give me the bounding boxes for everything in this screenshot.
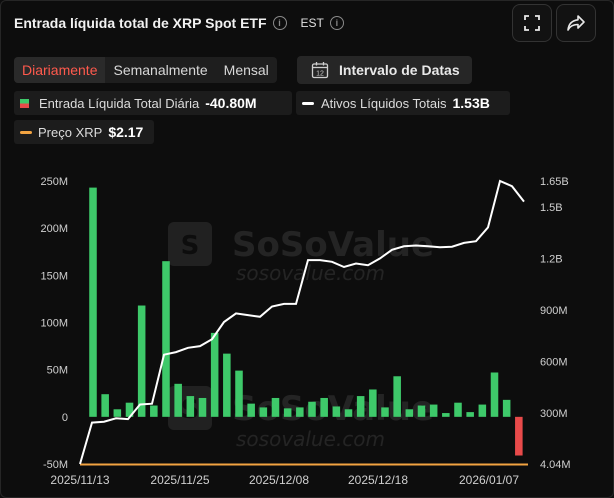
- left-tick-label: 150M: [40, 270, 68, 282]
- inflow-bar[interactable]: [137, 305, 146, 417]
- left-tick-label: 0: [62, 412, 68, 424]
- inflow-bar[interactable]: [417, 405, 426, 417]
- period-tabs: Diariamente Semanalmente Mensal: [14, 57, 277, 83]
- x-tick-label: 2026/01/07: [459, 473, 519, 487]
- inflow-bar[interactable]: [101, 394, 109, 417]
- left-tick-label: -50M: [43, 459, 68, 471]
- inflow-bar[interactable]: [344, 409, 353, 417]
- x-tick-label: 2025/12/18: [348, 473, 408, 487]
- inflow-bar[interactable]: [466, 412, 474, 417]
- timezone-info-icon[interactable]: i: [329, 16, 344, 30]
- inflow-bar[interactable]: [381, 407, 389, 417]
- inflow-bar[interactable]: [271, 397, 280, 417]
- inflow-bar[interactable]: [259, 407, 268, 417]
- left-tick-label: 50M: [47, 365, 68, 377]
- inflow-bar[interactable]: [89, 187, 97, 417]
- legend-price-label: Preço XRP: [38, 124, 103, 140]
- date-range-label: Intervalo de Datas: [339, 62, 460, 78]
- title-row: Entrada líquida total de XRP Spot ETF i …: [14, 12, 344, 34]
- inflow-bar[interactable]: [515, 416, 523, 456]
- right-tick-label: 300M: [540, 408, 568, 420]
- share-icon: [567, 15, 585, 31]
- legend-assets-label: Ativos Líquidos Totais: [321, 95, 447, 111]
- inflow-bar[interactable]: [308, 401, 316, 417]
- timezone-label: EST: [300, 16, 324, 30]
- inflow-bar[interactable]: [332, 406, 341, 417]
- inflow-bar[interactable]: [429, 404, 438, 417]
- legend-inflow[interactable]: Entrada Líquida Total Diária -40.80M: [14, 91, 292, 115]
- inflow-bar[interactable]: [210, 332, 219, 417]
- inflow-bar[interactable]: [198, 397, 207, 417]
- watermark-brand-top: SoSoValue: [232, 225, 434, 265]
- inflow-bar[interactable]: [162, 261, 170, 417]
- svg-text:S: S: [181, 231, 200, 261]
- inflow-bar[interactable]: [356, 396, 365, 417]
- right-tick-label: 1.2B: [540, 253, 563, 265]
- inflow-bar[interactable]: [113, 409, 122, 417]
- legend-assets-swatch: [302, 101, 314, 105]
- legend-assets-value: 1.53B: [452, 95, 490, 111]
- inflow-bar[interactable]: [478, 404, 487, 417]
- inflow-bar[interactable]: [442, 413, 450, 417]
- legend-price-swatch: [20, 130, 32, 134]
- x-tick-label: 2025/11/13: [50, 473, 109, 487]
- share-button[interactable]: [556, 4, 596, 42]
- inflow-bar[interactable]: [320, 397, 328, 417]
- page-title: Entrada líquida total de XRP Spot ETF: [14, 15, 267, 31]
- inflow-bar[interactable]: [174, 383, 182, 417]
- left-tick-label: 200M: [40, 223, 68, 235]
- left-tick-label: 250M: [40, 176, 68, 188]
- inflow-bar[interactable]: [223, 353, 231, 417]
- assets-line[interactable]: [79, 179, 525, 465]
- inflow-bar[interactable]: [369, 389, 377, 417]
- left-tick-label: 100M: [40, 318, 68, 330]
- inflow-bar[interactable]: [296, 407, 304, 417]
- inflow-bar[interactable]: [186, 396, 195, 417]
- x-tick-label: 2025/11/25: [150, 473, 209, 487]
- legend-price-value: $2.17: [108, 124, 144, 140]
- inflow-bar[interactable]: [490, 372, 499, 417]
- legend-price[interactable]: Preço XRP $2.17: [14, 120, 154, 144]
- inflow-bar[interactable]: [393, 376, 401, 417]
- watermark-logo-top: S: [168, 222, 212, 266]
- right-tick-label: 4.04M: [540, 459, 571, 471]
- inflow-bar[interactable]: [502, 399, 511, 417]
- right-tick-label: 600M: [540, 357, 568, 369]
- calendar-icon: 12: [311, 62, 329, 79]
- inflow-bar[interactable]: [405, 409, 414, 417]
- info-icon[interactable]: i: [272, 16, 287, 30]
- inflow-bar[interactable]: [125, 402, 134, 417]
- inflow-bar[interactable]: [235, 370, 243, 417]
- x-axis: 2025/11/13 2025/11/25 2025/12/08 2025/12/18…: [50, 473, 519, 487]
- inflow-bar[interactable]: [283, 408, 292, 417]
- x-tick-label: 2025/12/08: [249, 473, 309, 487]
- legend-assets[interactable]: Ativos Líquidos Totais 1.53B: [296, 91, 510, 115]
- legend-inflow-label: Entrada Líquida Total Diária: [39, 95, 200, 111]
- inflow-bar[interactable]: [247, 403, 255, 417]
- calendar-day-text: 12: [316, 71, 324, 78]
- fullscreen-button[interactable]: [512, 4, 552, 42]
- inflow-bar[interactable]: [150, 405, 158, 417]
- right-tick-label: 1.65B: [540, 176, 569, 188]
- tab-daily[interactable]: Diariamente: [14, 57, 106, 83]
- right-tick-label: 1.5B: [540, 202, 563, 214]
- tab-weekly[interactable]: Semanalmente: [113, 62, 208, 78]
- legend-inflow-value: -40.80M: [205, 95, 257, 111]
- bar-series: [89, 187, 523, 456]
- right-axis: 1.65B 1.5B 1.2B 900M 600M 300M 4.04M: [540, 176, 571, 471]
- date-range-button[interactable]: 12 Intervalo de Datas: [297, 56, 472, 84]
- right-tick-label: 900M: [540, 305, 568, 317]
- tab-monthly[interactable]: Mensal: [223, 62, 269, 78]
- fullscreen-icon: [524, 15, 540, 31]
- left-axis: 250M 200M 150M 100M 50M 0 -50M: [40, 176, 68, 471]
- legend-inflow-swatch: [20, 98, 29, 108]
- watermark-url-bottom: sosovalue.com: [236, 427, 385, 451]
- inflow-bar[interactable]: [454, 402, 462, 417]
